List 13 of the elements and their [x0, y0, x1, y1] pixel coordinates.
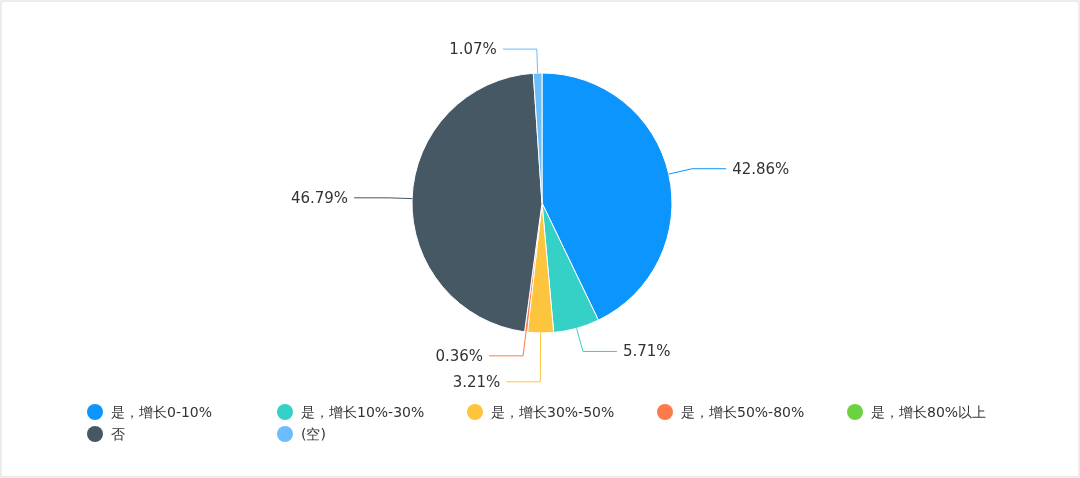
data-label: 3.21%	[452, 372, 501, 391]
legend-label: 是，增长0-10%	[111, 404, 213, 420]
legend-label: 是，增长30%-50%	[491, 404, 615, 420]
legend-label: 是，增长80%以上	[871, 404, 987, 420]
legend-label: 否	[111, 426, 125, 442]
legend-label: (空)	[301, 426, 326, 442]
data-label: 46.79%	[290, 188, 349, 207]
data-label: 5.71%	[622, 342, 671, 361]
data-label: 0.36%	[435, 346, 484, 365]
legend-label: 是，增长10%-30%	[301, 404, 425, 420]
data-label: 42.86%	[732, 159, 790, 178]
legend-label: 是，增长50%-80%	[681, 404, 805, 420]
data-label: 1.07%	[449, 40, 497, 59]
